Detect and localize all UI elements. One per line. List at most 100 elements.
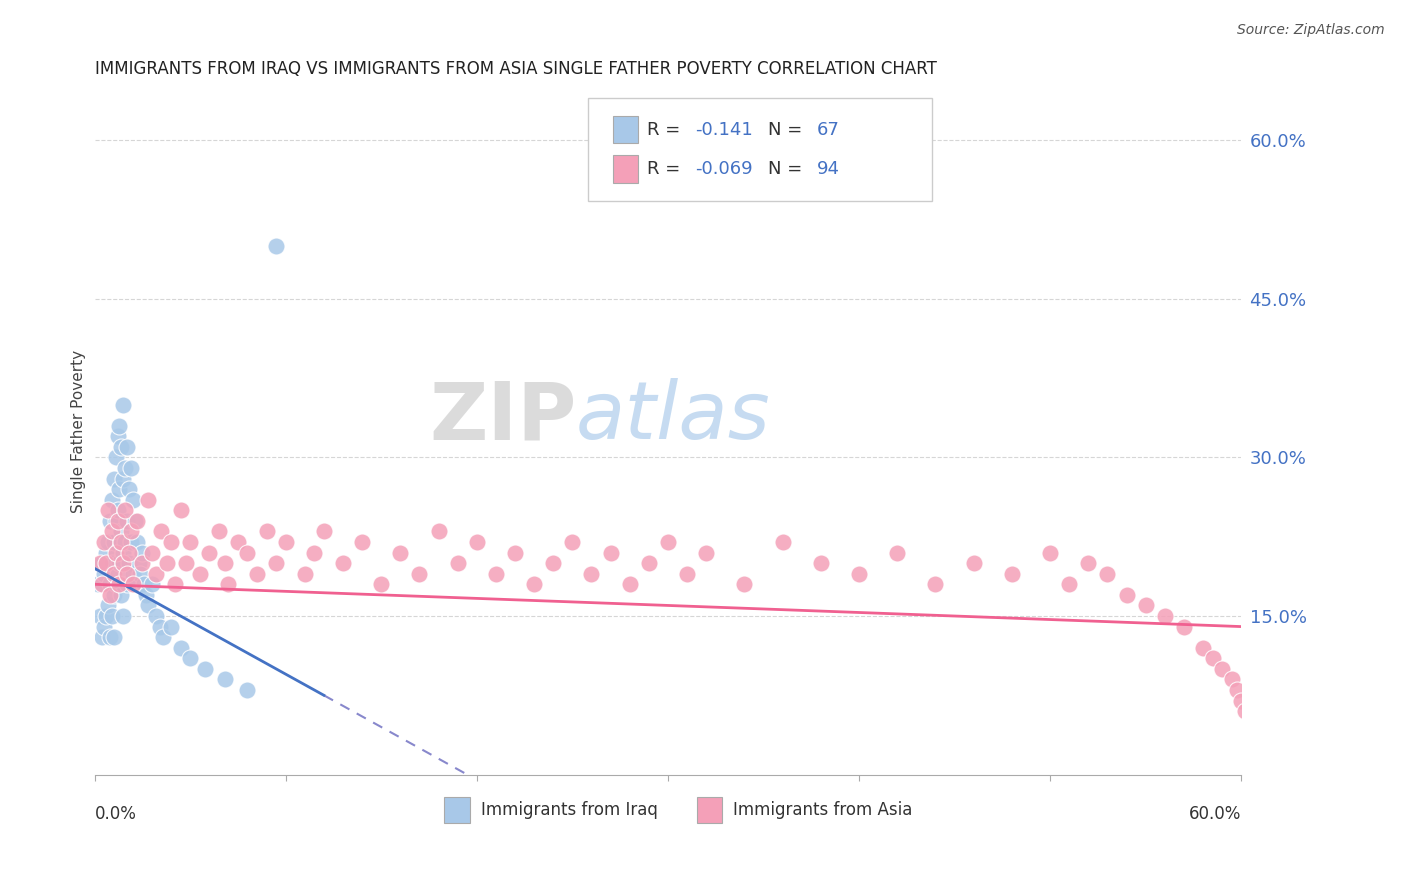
Point: [264, 239, 287, 253]
Point: [246, 566, 269, 581]
Point: [93, 619, 115, 633]
Point: [236, 683, 259, 698]
Point: [214, 673, 236, 687]
Point: [1211, 662, 1233, 676]
Point: [98, 514, 121, 528]
Point: [108, 556, 131, 570]
Text: 60.0%: 60.0%: [1189, 805, 1241, 823]
Point: [94, 609, 117, 624]
Text: N =: N =: [768, 120, 807, 138]
FancyBboxPatch shape: [444, 797, 470, 823]
Point: [1135, 599, 1157, 613]
Text: Immigrants from Iraq: Immigrants from Iraq: [481, 801, 658, 819]
Point: [503, 545, 526, 559]
Point: [107, 566, 129, 581]
Point: [1249, 503, 1271, 517]
Point: [112, 472, 135, 486]
Point: [1115, 588, 1137, 602]
Point: [772, 535, 794, 549]
Point: [97, 535, 120, 549]
Point: [121, 566, 143, 581]
Point: [107, 503, 129, 517]
Point: [114, 503, 136, 517]
Point: [131, 545, 153, 559]
Point: [129, 566, 152, 581]
Point: [121, 492, 143, 507]
Point: [112, 398, 135, 412]
Point: [179, 651, 201, 665]
Point: [103, 630, 125, 644]
Point: [112, 556, 135, 570]
Point: [94, 556, 117, 570]
Point: [465, 535, 488, 549]
Point: [695, 545, 717, 559]
Point: [160, 619, 183, 633]
Point: [112, 545, 135, 559]
Point: [637, 556, 659, 570]
Point: [100, 609, 122, 624]
Point: [1039, 545, 1062, 559]
Point: [148, 619, 170, 633]
Point: [179, 535, 201, 549]
Point: [115, 514, 138, 528]
Point: [1001, 566, 1024, 581]
Point: [114, 461, 136, 475]
Point: [447, 556, 470, 570]
Point: [114, 535, 136, 549]
Point: [107, 514, 129, 528]
Point: [110, 588, 132, 602]
Point: [120, 535, 142, 549]
Text: ZIP: ZIP: [429, 378, 576, 457]
Text: R =: R =: [647, 160, 686, 178]
Point: [145, 566, 167, 581]
Point: [599, 545, 621, 559]
Point: [156, 556, 179, 570]
Point: [115, 566, 138, 581]
Point: [94, 545, 117, 559]
Point: [104, 450, 127, 465]
Point: [121, 577, 143, 591]
Point: [176, 556, 198, 570]
Point: [125, 535, 148, 549]
Point: [120, 461, 142, 475]
Point: [541, 556, 564, 570]
Point: [100, 556, 122, 570]
Point: [1268, 693, 1291, 707]
Point: [264, 556, 287, 570]
Point: [100, 524, 122, 539]
Point: [150, 524, 173, 539]
Point: [128, 556, 150, 570]
Point: [427, 524, 450, 539]
Text: Immigrants from Asia: Immigrants from Asia: [734, 801, 912, 819]
Y-axis label: Single Father Poverty: Single Father Poverty: [72, 350, 86, 513]
Point: [619, 577, 641, 591]
Point: [98, 630, 121, 644]
Point: [194, 662, 217, 676]
Point: [120, 524, 142, 539]
Point: [217, 577, 239, 591]
Point: [118, 556, 141, 570]
Point: [523, 577, 546, 591]
Point: [104, 545, 127, 559]
Point: [312, 524, 335, 539]
Point: [657, 535, 679, 549]
Point: [1201, 651, 1223, 665]
Point: [103, 588, 125, 602]
Point: [124, 514, 146, 528]
Point: [1240, 673, 1263, 687]
Point: [733, 577, 755, 591]
Point: [125, 514, 148, 528]
Point: [141, 545, 163, 559]
Point: [118, 482, 141, 496]
Point: [886, 545, 908, 559]
Point: [810, 556, 832, 570]
Point: [1220, 673, 1243, 687]
Point: [107, 429, 129, 443]
Point: [236, 545, 259, 559]
Point: [103, 566, 125, 581]
Point: [98, 577, 121, 591]
Point: [118, 545, 141, 559]
Point: [91, 556, 114, 570]
Point: [848, 566, 870, 581]
Point: [370, 577, 392, 591]
